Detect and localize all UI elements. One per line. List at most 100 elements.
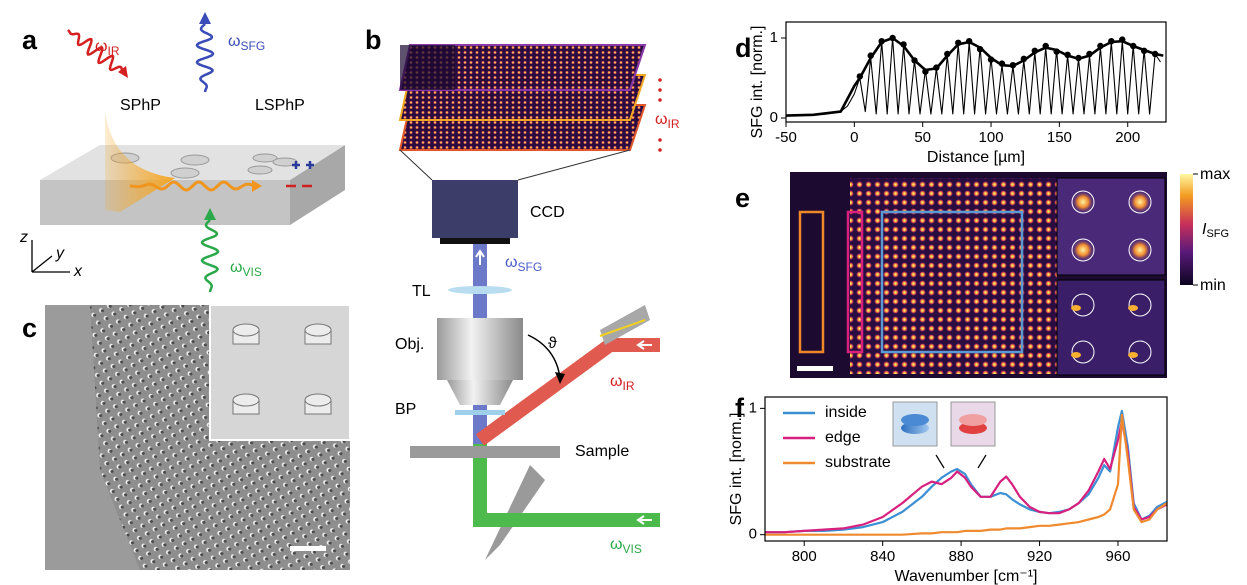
panel-label: c (22, 313, 37, 343)
inset (1057, 280, 1165, 375)
panel-label: e (735, 183, 750, 213)
data-point (966, 38, 972, 44)
pointer (936, 455, 986, 468)
projection-line (400, 150, 630, 180)
label: ωVIS (610, 536, 642, 556)
data-point (944, 51, 950, 57)
data-point (999, 60, 1005, 66)
sem-inset (210, 305, 350, 440)
coordinate-axes (32, 240, 70, 272)
subscript: SFG (1206, 228, 1229, 240)
plot-area (786, 35, 1163, 116)
objective (437, 318, 523, 380)
data-point (1032, 48, 1038, 54)
label: CCD (530, 204, 565, 221)
panel-a: ωIR ωSFG SPhP LSPhP ωVIS z y x (19, 12, 345, 292)
data-point (988, 56, 994, 62)
objective-tip (447, 380, 513, 405)
data-point (878, 38, 884, 44)
x-tick-label: 840 (870, 548, 895, 565)
panel-label: b (365, 25, 382, 55)
legend-label: inside (825, 404, 867, 421)
label: SPhP (120, 97, 161, 114)
omega: ω (655, 111, 668, 128)
omega: ω (610, 373, 623, 390)
label: TL (412, 283, 431, 300)
colorbar-tick (1193, 174, 1198, 285)
data-point (1108, 38, 1114, 44)
label: LSPhP (255, 97, 305, 114)
tube-lens (448, 286, 512, 294)
subscript: IR (623, 379, 635, 393)
data-point (1010, 62, 1016, 68)
arrowhead (199, 12, 211, 24)
omega: ω (505, 254, 518, 271)
sfg-wave (197, 24, 213, 92)
y-tick-label: 1 (749, 399, 757, 416)
omega: ω (230, 259, 243, 276)
x-tick-label: 150 (1047, 129, 1072, 146)
legend-label: substrate (825, 454, 891, 471)
data-point (1130, 43, 1136, 49)
inset (1057, 178, 1165, 275)
x-tick-label: 960 (1105, 548, 1130, 565)
subscript: VIS (243, 265, 262, 279)
colorbar-title: ISFG (1202, 221, 1229, 240)
data-point (1152, 51, 1158, 57)
label: ωSFG (505, 254, 542, 274)
data-point (868, 52, 874, 58)
data-point (900, 41, 906, 47)
x-tick-label: 100 (979, 129, 1004, 146)
x-tick-label: -50 (775, 129, 797, 146)
label: ωIR (95, 38, 120, 58)
data-point (1075, 55, 1081, 61)
data-point (1043, 43, 1049, 49)
scale-bar (290, 546, 326, 551)
data-point (977, 46, 983, 52)
figure: a b c d e f ωIR ωSFG SPhP LSPhP ωVIS z y… (0, 0, 1247, 585)
omega: ω (610, 536, 623, 553)
data-point (1097, 43, 1103, 49)
ccd-mount (440, 238, 510, 244)
panel-c (45, 305, 350, 570)
subscript: IR (108, 44, 120, 58)
label: ωIR (655, 111, 680, 131)
subscript: IR (668, 117, 680, 131)
data-point (1053, 48, 1059, 54)
axis-name: y (55, 245, 65, 262)
x-tick-label: 200 (1115, 129, 1140, 146)
colorbar-label: min (1200, 277, 1226, 294)
vis-wave (202, 220, 218, 292)
panel-label: a (22, 25, 38, 55)
x-tick-label: 50 (914, 129, 931, 146)
subscript: VIS (623, 542, 642, 556)
axis-name: z (19, 229, 28, 246)
x-axis-label: Wavenumber [cm⁻¹] (895, 568, 1038, 585)
sample (410, 446, 560, 458)
dark-region (400, 45, 455, 90)
bandpass (455, 410, 505, 415)
data-point (1119, 36, 1125, 42)
x-tick-label: 920 (1027, 548, 1052, 565)
subscript: SFG (241, 39, 266, 53)
omega: ω (95, 38, 108, 55)
y-tick-label: 0 (770, 109, 778, 126)
y-axis-label: SFG int. [norm.] (749, 26, 766, 139)
data-point (857, 73, 863, 79)
label: ωIR (610, 373, 635, 393)
data-point (911, 57, 917, 63)
data-point (1064, 52, 1070, 58)
subscript: SFG (518, 260, 543, 274)
data-point (889, 35, 895, 41)
mirror (485, 465, 545, 560)
x-axis-label: Distance [µm] (927, 149, 1025, 166)
legend-label: edge (825, 429, 861, 446)
y-tick-label: 0 (749, 526, 757, 543)
data-point (933, 64, 939, 70)
pillar-icon (901, 414, 929, 426)
omega: ω (228, 33, 241, 50)
x-tick-label: 880 (949, 548, 974, 565)
x-tick-label: 0 (850, 129, 858, 146)
